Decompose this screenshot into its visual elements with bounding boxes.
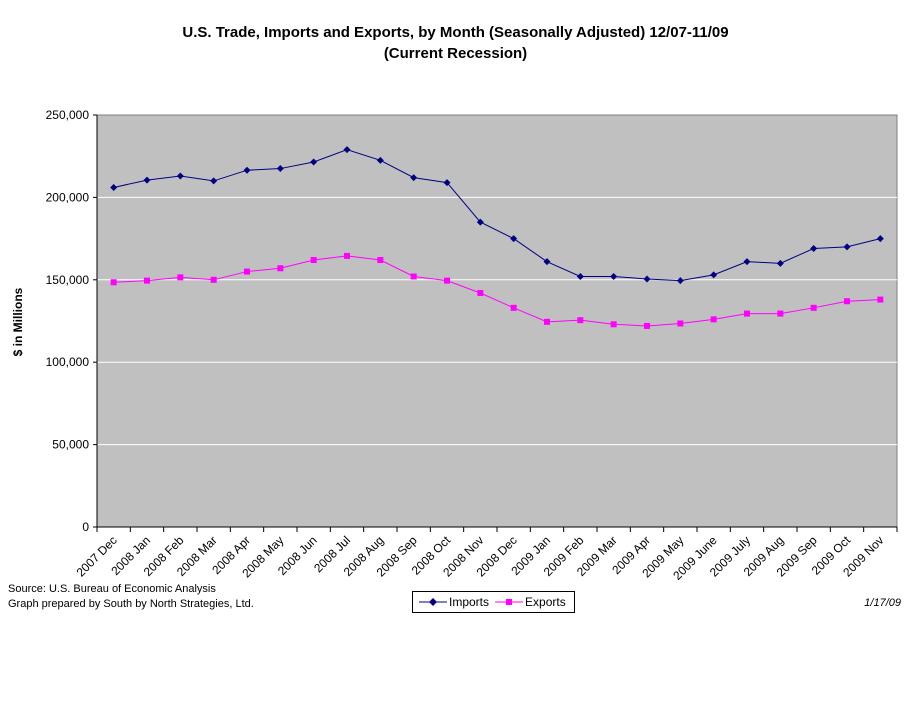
legend-exports-label: Exports [525,595,566,609]
point-imports [476,218,484,226]
point-imports [143,176,151,184]
point-imports [243,166,251,174]
point-exports [177,274,184,281]
point-imports [843,243,851,251]
point-imports [676,277,684,285]
point-exports [110,279,117,286]
point-imports [510,235,518,243]
y-axis-title: $ in Millions [11,287,25,356]
point-imports [643,275,651,283]
chart-title: U.S. Trade, Imports and Exports, by Mont… [182,24,729,41]
point-exports [744,310,750,317]
point-exports [844,298,850,305]
point-exports [610,321,617,328]
point-exports [210,276,217,283]
y-tick-label: 100,000 [46,355,90,369]
point-imports [576,273,584,281]
point-exports [377,257,384,264]
point-imports [810,244,818,252]
point-exports [344,252,350,259]
y-tick-label: 150,000 [46,273,90,287]
series-line-exports [113,255,881,327]
point-imports [443,179,451,187]
prepared-by-note: Graph prepared by South by North Strateg… [8,598,254,610]
source-note: Source: U.S. Bureau of Economic Analysis [8,583,216,595]
point-exports [544,318,550,325]
point-imports [210,177,218,185]
point-imports [276,165,284,173]
point-imports [710,271,718,279]
point-exports [677,320,684,327]
point-imports [610,273,618,281]
y-tick-label: 200,000 [46,190,90,204]
point-imports [876,235,884,243]
series-line-imports [113,149,881,282]
point-exports [710,316,717,323]
point-exports [477,289,484,296]
point-exports [144,277,150,284]
date-note: 1/17/09 [864,597,901,609]
plot-area [96,114,898,528]
legend-imports-marker [419,598,447,606]
point-exports [410,273,417,280]
point-exports [644,322,650,329]
point-imports [776,259,784,267]
point-exports [510,304,517,311]
point-exports [444,277,450,284]
point-exports [777,310,784,317]
point-exports [277,265,284,272]
legend-exports-marker [495,599,524,605]
y-tick-label: 0 [82,520,89,534]
point-exports [810,304,817,311]
legend-item-exports: Exports [495,595,566,609]
point-exports [577,317,584,324]
point-imports [176,172,184,180]
point-imports [376,156,384,164]
y-tick-label: 250,000 [46,108,90,122]
point-imports [410,174,418,182]
legend: Imports Exports [412,591,575,613]
point-imports [543,258,551,266]
point-imports [110,184,118,192]
point-imports [743,258,751,266]
point-imports [343,146,351,154]
legend-imports-label: Imports [449,595,490,609]
legend-item-imports: Imports [419,595,489,609]
point-exports [244,268,250,275]
point-imports [310,158,318,166]
chart-subtitle: (Current Recession) [383,45,528,62]
y-tick-label: 50,000 [52,438,89,452]
point-exports [310,257,317,264]
point-exports [877,296,884,303]
